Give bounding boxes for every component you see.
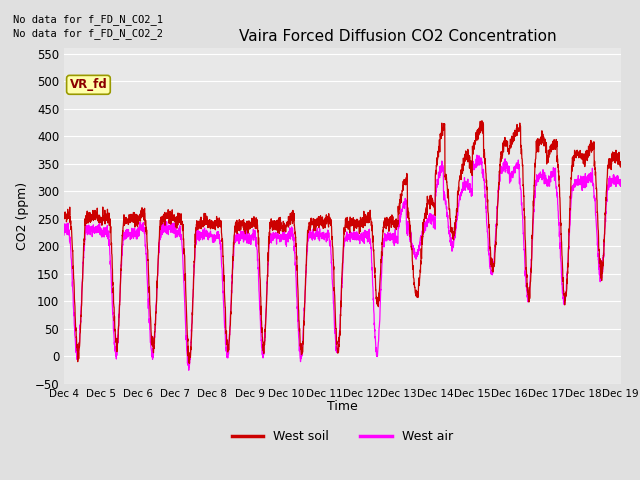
Text: No data for f_FD_N_CO2_2: No data for f_FD_N_CO2_2 — [13, 28, 163, 39]
Legend: West soil, West air: West soil, West air — [227, 425, 458, 448]
X-axis label: Time: Time — [327, 400, 358, 413]
Y-axis label: CO2 (ppm): CO2 (ppm) — [16, 182, 29, 250]
Title: Vaira Forced Diffusion CO2 Concentration: Vaira Forced Diffusion CO2 Concentration — [239, 29, 557, 44]
Text: VR_fd: VR_fd — [70, 78, 108, 91]
Text: No data for f_FD_N_CO2_1: No data for f_FD_N_CO2_1 — [13, 13, 163, 24]
